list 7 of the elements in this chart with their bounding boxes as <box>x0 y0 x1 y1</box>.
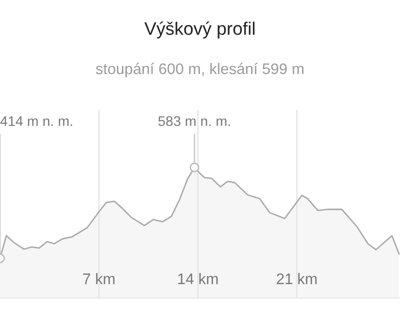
chart-subtitle: stoupání 600 m, klesání 599 m <box>96 62 304 78</box>
chart-title: Výškový profil <box>144 21 254 39</box>
x-tick-label: 7 km <box>83 273 114 284</box>
x-tick-label: 21 km <box>276 273 317 284</box>
data-label: 583 m n. m. <box>158 116 230 126</box>
data-label: 414 m n. m. <box>0 116 72 126</box>
x-tick-label: 14 km <box>178 273 218 284</box>
